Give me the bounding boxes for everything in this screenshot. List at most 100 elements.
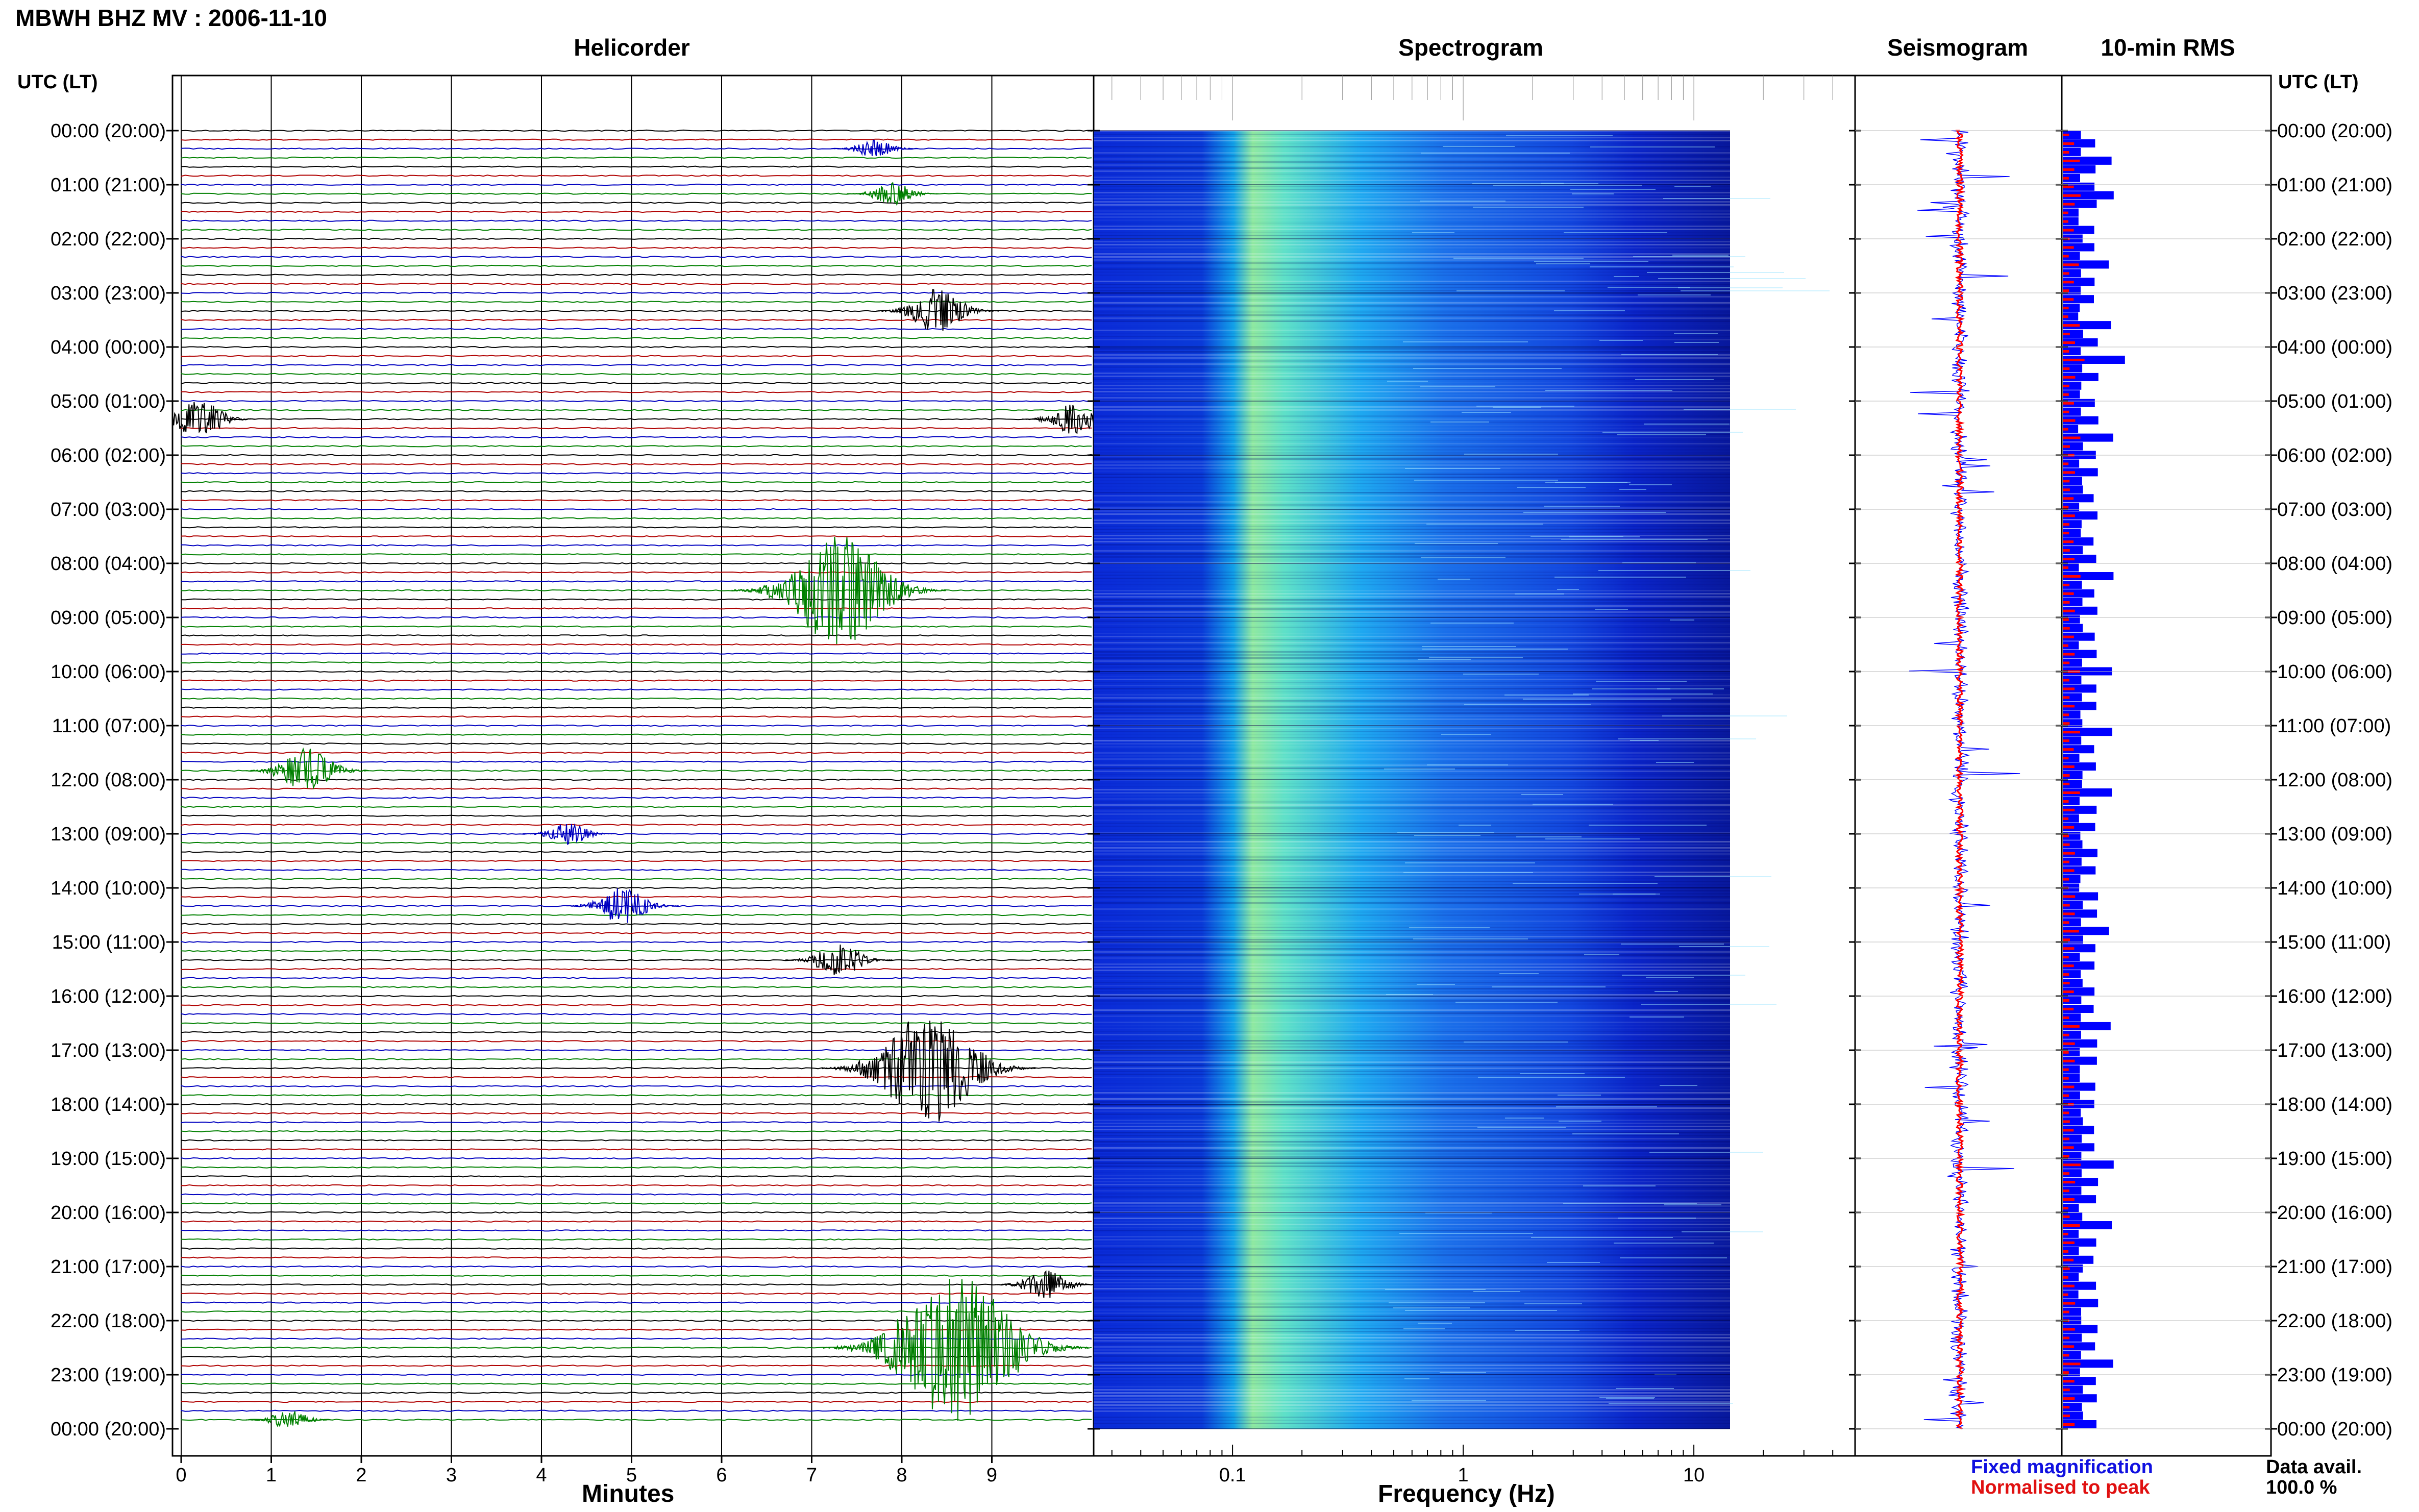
left-time-label: 23:00 (19:00) (51, 1365, 166, 1386)
rms-bar-normalised (2063, 661, 2070, 664)
left-time-label: 07:00 (03:00) (51, 499, 166, 520)
rms-bar-normalised (2063, 462, 2069, 465)
helicorder-xlabel: Minutes (582, 1480, 675, 1507)
rms-bar-fixed (2063, 953, 2080, 961)
rms-bar-normalised (2063, 999, 2069, 1002)
rms-bar-normalised (2063, 627, 2070, 630)
helicorder-trace (181, 373, 1092, 376)
rms-title: 10-min RMS (2101, 34, 2235, 61)
rms-bar-normalised (2063, 618, 2069, 621)
rms-bar-fixed (2063, 208, 2079, 217)
helicorder-trace (181, 706, 1092, 709)
rms-bar-normalised (2063, 168, 2075, 171)
helicorder-event (785, 945, 893, 975)
helicorder-trace (181, 553, 1092, 556)
helicorder-trace (181, 1256, 1092, 1259)
right-time-label: 00:00 (20:00) (2277, 1419, 2392, 1440)
rms-bar-fixed (2063, 252, 2080, 260)
helicorder-trace (181, 1022, 1092, 1025)
rms-bar-fixed (2063, 580, 2082, 589)
rms-bar-fixed (2063, 909, 2097, 918)
rms-bar-fixed (2063, 857, 2082, 866)
helicorder-trace (181, 1103, 1092, 1106)
helicorder-trace (181, 1382, 1092, 1385)
helicorder-trace (181, 1229, 1092, 1232)
rms-bar-fixed (2063, 805, 2097, 814)
rms-bar-fixed (2063, 433, 2113, 442)
helicorder-trace (181, 165, 1092, 168)
rms-bar-fixed (2063, 979, 2083, 987)
helicorder-trace (181, 986, 1092, 988)
rms-bar-normalised (2063, 696, 2070, 699)
rms-bar-fixed (2063, 147, 2081, 156)
rms-bar-fixed (2063, 529, 2081, 537)
helicorder-trace (181, 1049, 1092, 1052)
left-axis-heading: UTC (LT) (17, 71, 98, 93)
helicorder-trace (181, 1076, 1092, 1079)
rms-bar-normalised (2063, 1258, 2074, 1261)
rms-bar-fixed (2063, 485, 2083, 494)
rms-bar-fixed (2063, 416, 2099, 425)
right-time-label: 00:00 (20:00) (2277, 120, 2392, 142)
rms-bar-normalised (2063, 722, 2070, 725)
left-time-label: 11:00 (07:00) (52, 715, 166, 737)
rms-bar-normalised (2063, 860, 2069, 863)
rms-bar-normalised (2063, 1137, 2069, 1141)
rms-bar-normalised (2063, 532, 2069, 535)
rms-bar-normalised (2063, 982, 2070, 985)
helicorder-trace (181, 1247, 1092, 1250)
rms-bar-normalised (2063, 653, 2075, 656)
helicorder-trace (181, 427, 1092, 430)
helicorder-trace (181, 1400, 1092, 1403)
helicorder-panel: 0 1 2 3 4 5 6 7 8 9 (171, 75, 1095, 1486)
rms-bar-normalised (2063, 341, 2075, 344)
rms-bar-fixed (2063, 1307, 2081, 1316)
rms-bar-normalised (2063, 402, 2074, 405)
rms-bar-fixed (2063, 407, 2081, 416)
rms-bar-normalised (2063, 177, 2069, 180)
rms-bar-fixed (2063, 546, 2083, 555)
rms-bar-fixed (2063, 632, 2095, 641)
helicorder-trace (181, 886, 1092, 889)
rms-bar-fixed (2063, 390, 2080, 399)
rms-bar-normalised (2063, 1077, 2069, 1080)
helicorder-trace (181, 580, 1092, 583)
rms-bar-fixed (2063, 1385, 2083, 1394)
right-time-label: 01:00 (21:00) (2277, 175, 2392, 196)
helicorder-trace (181, 679, 1092, 682)
helicorder-trace (181, 1392, 1092, 1394)
helicorder-trace (181, 643, 1092, 646)
right-time-label: 17:00 (13:00) (2277, 1040, 2392, 1061)
helicorder-trace (181, 697, 1092, 700)
helicorder-trace (181, 1238, 1092, 1241)
helicorder-trace (181, 1202, 1092, 1205)
rms-bar-normalised (2063, 203, 2075, 206)
helicorder-trace (181, 940, 1092, 944)
rms-bar-fixed (2063, 702, 2096, 710)
rms-bar-fixed (2063, 1342, 2095, 1351)
page-title: MBWH BHZ MV : 2006-11-10 (15, 5, 327, 31)
rms-bar-normalised (2063, 869, 2075, 872)
helicorder-trace (181, 805, 1092, 808)
helicorder-trace (181, 1067, 1092, 1070)
rms-bar-normalised (2063, 834, 2069, 837)
rms-bar-normalised (2063, 1276, 2068, 1279)
helicorder-trace (181, 175, 1092, 177)
rms-bar-fixed (2063, 684, 2096, 693)
rms-bar-normalised (2063, 350, 2069, 353)
helicorder-trace (181, 787, 1092, 790)
rms-bar-normalised (2063, 782, 2070, 785)
left-time-label: 16:00 (12:00) (51, 986, 166, 1007)
rms-bar-normalised (2063, 220, 2068, 223)
rms-bar-fixed (2063, 1212, 2083, 1221)
rms-bar-fixed (2063, 1126, 2094, 1134)
rms-bar-normalised (2063, 480, 2070, 483)
spectrogram-title: Spectrogram (1398, 34, 1543, 61)
rms-bar-fixed (2063, 676, 2082, 684)
helicorder-trace (181, 688, 1092, 691)
rms-bar-fixed (2063, 987, 2095, 996)
rms-bar-normalised (2063, 1423, 2075, 1426)
rms-bar-fixed (2063, 217, 2079, 226)
rms-bar-fixed (2063, 961, 2095, 970)
helicorder-trace (181, 274, 1092, 276)
